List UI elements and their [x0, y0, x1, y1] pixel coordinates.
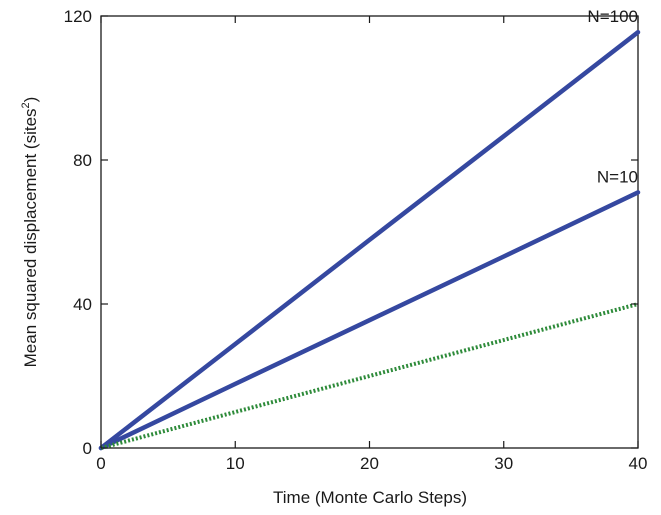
y-axis-label-superscript: 2	[20, 102, 32, 108]
y-tick-label: 80	[73, 151, 92, 170]
y-axis-ticks: 0 40 80 120	[64, 7, 638, 458]
x-tick-label: 40	[629, 454, 648, 473]
series-labels: N=100 N=10	[587, 7, 638, 186]
x-tick-label: 0	[96, 454, 105, 473]
y-tick-label: 40	[73, 295, 92, 314]
y-axis-label-main: Mean squared displacement (sites	[21, 108, 40, 367]
series-label: N=10	[597, 167, 638, 186]
x-axis-label: Time (Monte Carlo Steps)	[273, 488, 467, 507]
y-tick-label: 0	[83, 439, 92, 458]
series-label: N=100	[587, 7, 638, 26]
series-layer	[98, 29, 641, 451]
x-tick-label: 10	[226, 454, 245, 473]
y-axis-label-close: )	[21, 97, 40, 103]
series-line-n-100	[98, 29, 641, 451]
series-line-reference-2	[100, 302, 639, 450]
x-tick-label: 20	[360, 454, 379, 473]
x-tick-label: 30	[494, 454, 513, 473]
series-line-n-10	[98, 190, 641, 451]
y-axis-label: Mean squared displacement (sites2)	[20, 97, 40, 368]
x-axis-ticks: 0 10 20 30 40	[96, 16, 647, 473]
y-tick-label: 120	[64, 7, 92, 26]
